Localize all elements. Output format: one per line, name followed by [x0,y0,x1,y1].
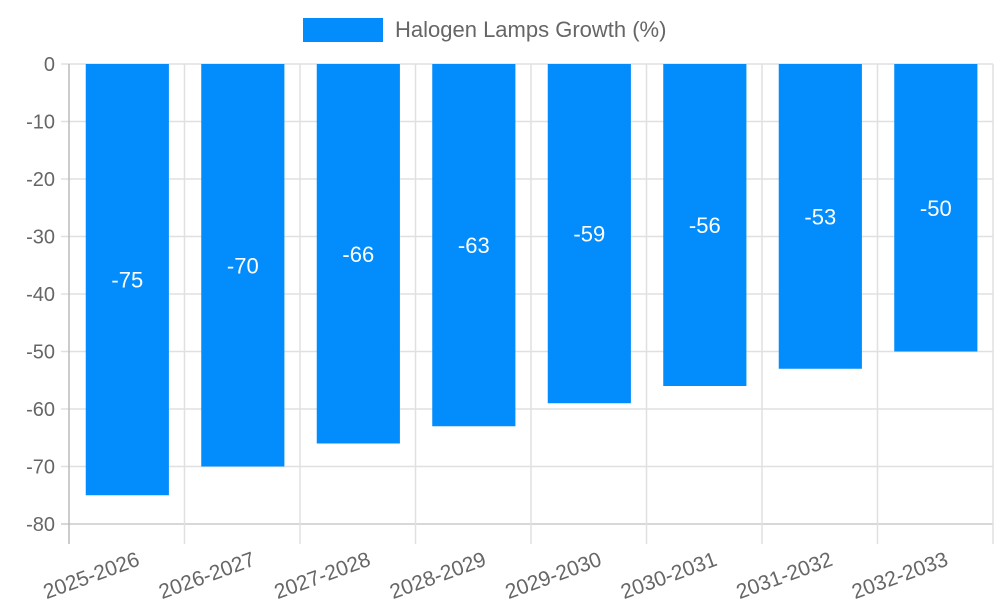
x-tick-label: 2026-2027 [156,548,258,600]
y-tick-label: -80 [26,514,55,536]
bar-value-label: -50 [920,196,952,221]
bar-value-label: -66 [342,242,374,267]
bar[interactable] [894,64,978,352]
y-tick-label: -60 [26,399,55,421]
y-tick-label: 0 [44,54,55,76]
bar[interactable] [432,64,516,427]
y-tick-label: -70 [26,457,55,479]
bar[interactable] [316,64,400,444]
x-tick-label: 2030-2031 [618,548,720,600]
bar[interactable] [663,64,747,386]
y-tick-label: -50 [26,342,55,364]
legend-label: Halogen Lamps Growth (%) [395,17,667,42]
chart-legend[interactable]: Halogen Lamps Growth (%) [303,17,666,43]
x-tick-label: 2025-2026 [40,548,142,600]
legend-swatch [303,18,383,42]
bar-value-label: -63 [458,233,490,258]
y-tick-label: -10 [26,112,55,134]
x-tick-label: 2027-2028 [271,548,373,600]
y-tick-label: -30 [26,227,55,249]
bar[interactable] [85,64,169,496]
bar-value-label: -70 [227,253,259,278]
x-tick-label: 2029-2030 [502,548,604,600]
bar[interactable] [547,64,631,404]
bar-value-label: -59 [573,222,605,247]
y-tick-label: -20 [26,169,55,191]
bar-value-label: -56 [689,213,721,238]
bar-value-label: -53 [804,204,836,229]
x-tick-label: 2028-2029 [387,548,489,600]
x-tick-label: 2031-2032 [733,548,835,600]
bar-value-label: -75 [111,268,143,293]
bar[interactable] [201,64,285,467]
bar[interactable] [778,64,862,369]
x-tick-label: 2032-2033 [849,548,951,600]
y-tick-label: -40 [26,284,55,306]
